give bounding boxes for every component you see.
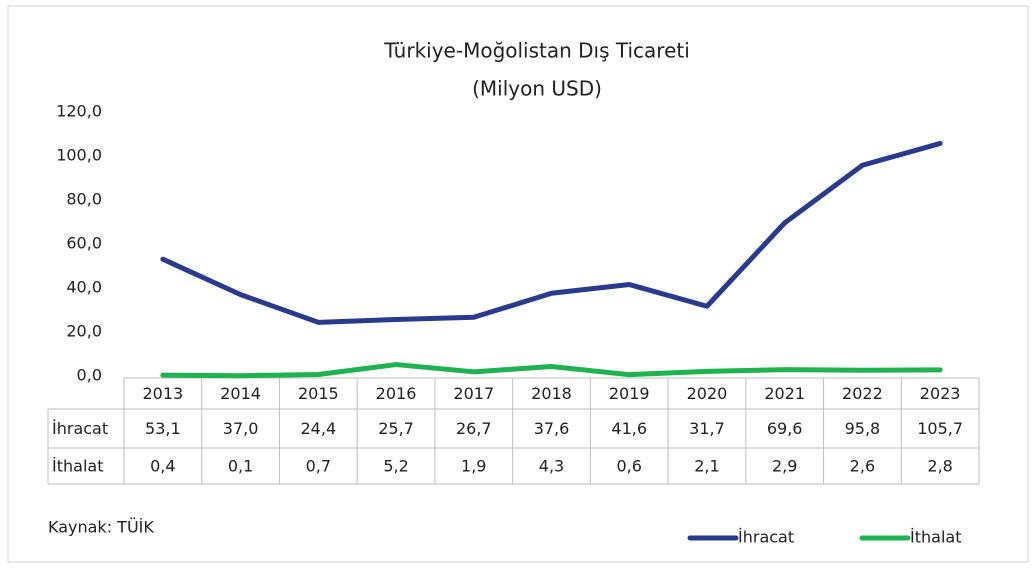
legend-label: İthalat — [910, 528, 961, 547]
table-value: 0,1 — [228, 457, 253, 476]
table-value: 0,4 — [150, 457, 175, 476]
x-tick-label: 2022 — [842, 384, 883, 403]
table-value: 0,6 — [617, 457, 642, 476]
table-value: 31,7 — [689, 419, 725, 438]
x-tick-label: 2013 — [143, 384, 184, 403]
series-line — [160, 362, 943, 379]
y-tick-label: 40,0 — [66, 278, 102, 297]
x-tick-label: 2016 — [376, 384, 417, 403]
table-value: 2,1 — [694, 457, 719, 476]
x-tick-label: 2014 — [220, 384, 261, 403]
table-value: 4,3 — [539, 457, 564, 476]
y-tick-label: 0,0 — [77, 366, 102, 385]
table-value: 24,4 — [301, 419, 337, 438]
x-tick-label: 2019 — [609, 384, 650, 403]
table-value: 2,8 — [927, 457, 952, 476]
y-tick-label: 100,0 — [56, 146, 102, 165]
table-value: 0,7 — [306, 457, 331, 476]
y-tick-label: 80,0 — [66, 190, 102, 209]
chart-frame — [7, 5, 1029, 563]
x-tick-label: 2021 — [764, 384, 805, 403]
table-value: 37,0 — [223, 419, 259, 438]
table-value: 53,1 — [145, 419, 181, 438]
table-value: 2,9 — [772, 457, 797, 476]
table-value: 37,6 — [534, 419, 570, 438]
source-note: Kaynak: TÜİK — [48, 518, 154, 537]
table-value: 41,6 — [611, 419, 647, 438]
table-row-label: İhracat — [52, 419, 108, 438]
table-value: 5,2 — [383, 457, 408, 476]
x-tick-label: 2020 — [687, 384, 728, 403]
x-tick-label: 2018 — [531, 384, 572, 403]
table-value: 2,6 — [850, 457, 875, 476]
table-row-label: İthalat — [52, 457, 103, 476]
table-value: 1,9 — [461, 457, 486, 476]
x-tick-label: 2023 — [920, 384, 961, 403]
series-line — [160, 140, 943, 325]
y-tick-label: 120,0 — [56, 102, 102, 121]
y-tick-label: 20,0 — [66, 322, 102, 341]
x-tick-label: 2017 — [453, 384, 494, 403]
table-value: 25,7 — [378, 419, 414, 438]
table-value: 26,7 — [456, 419, 492, 438]
table-value: 95,8 — [845, 419, 881, 438]
chart-subtitle: (Milyon USD) — [472, 77, 602, 101]
x-tick-label: 2015 — [298, 384, 339, 403]
y-tick-label: 60,0 — [66, 234, 102, 253]
table-value: 69,6 — [767, 419, 803, 438]
table-value: 105,7 — [917, 419, 963, 438]
legend-label: İhracat — [738, 528, 794, 547]
chart-title: Türkiye-Moğolistan Dış Ticareti — [383, 39, 690, 63]
